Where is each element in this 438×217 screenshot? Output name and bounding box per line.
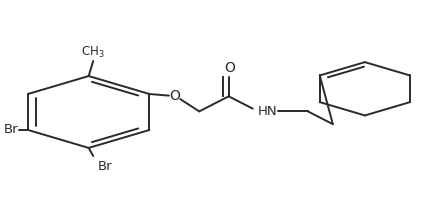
Text: CH$_3$: CH$_3$	[81, 45, 105, 60]
Text: Br: Br	[4, 123, 19, 136]
Text: O: O	[224, 61, 235, 75]
Text: Br: Br	[98, 159, 113, 173]
Text: O: O	[169, 89, 180, 103]
Text: HN: HN	[258, 105, 278, 118]
